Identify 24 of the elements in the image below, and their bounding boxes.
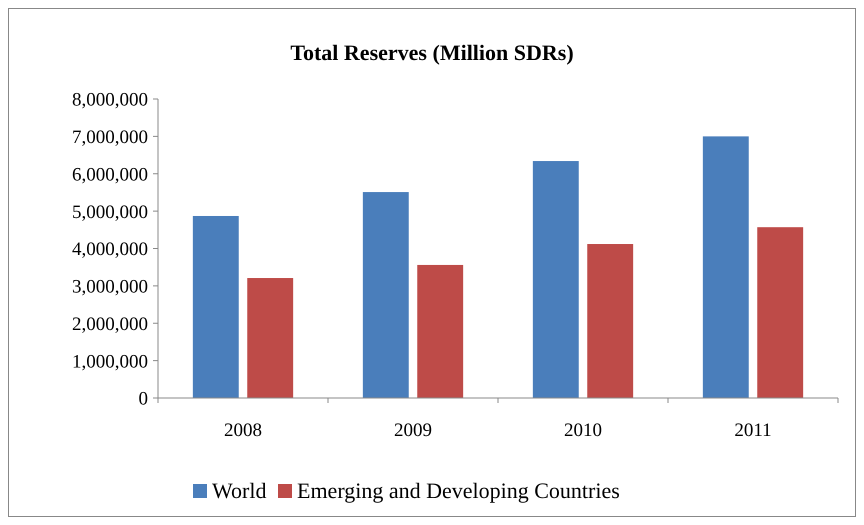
bar bbox=[362, 192, 409, 398]
legend-label: World bbox=[212, 478, 266, 503]
bar bbox=[247, 278, 294, 398]
y-tick-label: 6,000,000 bbox=[72, 164, 148, 186]
bar bbox=[532, 161, 579, 398]
x-tick-label: 2009 bbox=[394, 420, 432, 441]
x-tick-label: 2011 bbox=[734, 420, 772, 441]
legend-label: Emerging and Developing Countries bbox=[297, 478, 620, 503]
y-tick-label: 2,000,000 bbox=[72, 314, 148, 335]
y-tick-label: 0 bbox=[138, 388, 148, 410]
y-tick-label: 8,000,000 bbox=[72, 90, 148, 111]
bar bbox=[587, 244, 634, 398]
x-tick-label: 2008 bbox=[224, 420, 262, 441]
x-tick-label: 2010 bbox=[564, 420, 602, 441]
y-tick-label: 3,000,000 bbox=[72, 276, 148, 298]
bar bbox=[757, 227, 804, 398]
y-tick-label: 4,000,000 bbox=[72, 239, 148, 260]
bar bbox=[192, 216, 239, 398]
y-tick-label: 1,000,000 bbox=[72, 351, 148, 372]
y-tick-label: 7,000,000 bbox=[72, 127, 148, 148]
bar bbox=[702, 136, 749, 398]
y-tick-label: 5,000,000 bbox=[72, 202, 148, 223]
chart-title: Total Reserves (Million SDRs) bbox=[290, 40, 574, 65]
bar bbox=[417, 264, 464, 398]
